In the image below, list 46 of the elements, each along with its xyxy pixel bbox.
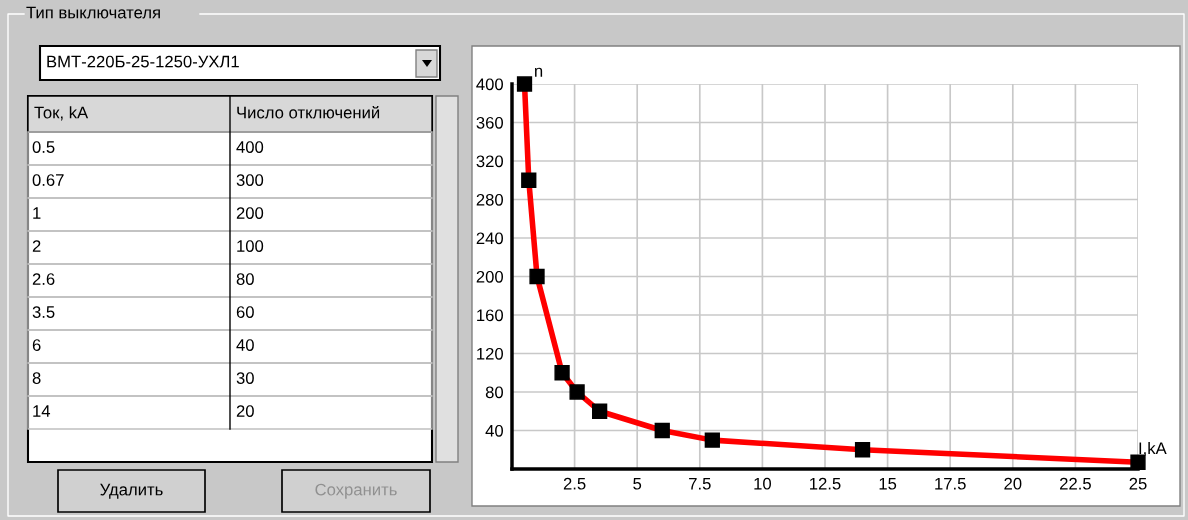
text: 60 [236,306,254,318]
text: 0.67 [32,174,64,186]
y-tick-label: 80 [485,386,504,399]
text: 0.5 [32,141,55,153]
y-tick-label: 200 [476,270,504,283]
text: 30 [236,372,254,384]
text: ВМТ-220Б-25-1250-УХЛ1 [47,55,239,68]
x-axis-title: I,kA [1139,441,1167,457]
x-tick-label: 10 [754,477,772,490]
text: 1 [33,207,41,219]
text: 100 [237,240,264,252]
x-tick-label: 12.5 [810,477,841,490]
text: 40 [236,339,254,351]
x-tick-label: 15 [879,477,897,490]
y-tick-label: 160 [477,309,504,322]
text: 200 [236,207,264,219]
text: 2 [32,240,41,252]
text: Ток, kA [34,106,89,121]
text: 20 [236,405,254,417]
x-tick-label: 17.5 [935,477,966,490]
text: 300 [236,174,264,186]
x-tick-label: 25 [1129,477,1147,490]
y-tick-label: 400 [476,78,504,91]
text: 80 [236,273,254,285]
text: Тип выключателя [26,6,160,19]
x-tick-label: 22.5 [1060,477,1091,490]
text: 400 [236,141,264,153]
x-tick-label: 5 [633,477,642,490]
y-tick-label: 240 [476,232,504,245]
text: 2.6 [32,273,55,285]
x-tick-label: 20 [1004,477,1022,490]
text: Число отключений [237,105,380,119]
text: Сохранить [315,483,397,499]
y-tick-label: 360 [476,116,504,129]
x-tick-label: 2.5 [563,477,586,490]
y-axis-title: n [535,67,543,77]
text: 8 [32,372,41,384]
text: Удалить [100,483,163,499]
x-tick-label: 7.5 [689,477,711,490]
y-tick-label: 280 [476,193,504,206]
text: 3.5 [32,306,55,318]
text: 6 [32,339,41,351]
y-tick-label: 40 [485,424,504,437]
text: 14 [33,405,51,417]
y-tick-label: 320 [476,155,504,168]
y-tick-label: 120 [477,347,504,360]
